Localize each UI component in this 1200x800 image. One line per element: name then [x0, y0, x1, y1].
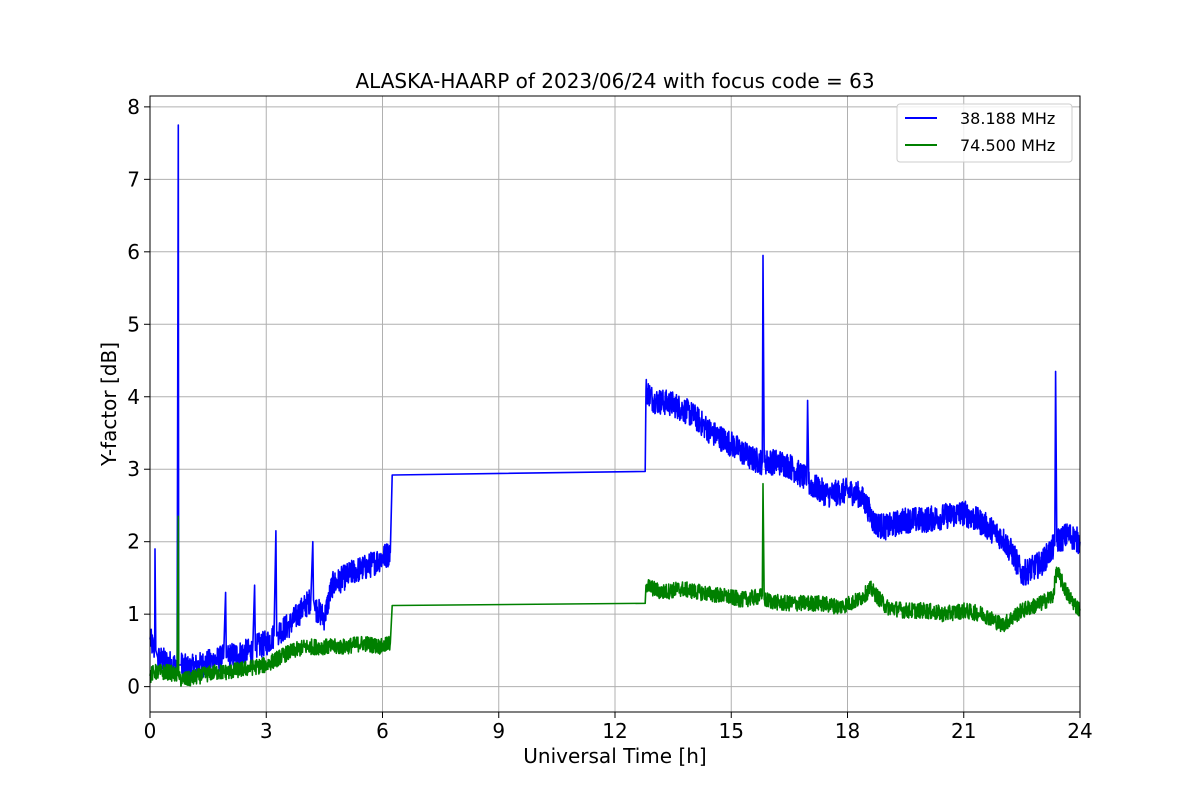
y-tick-label: 5	[127, 312, 140, 336]
y-tick-label: 7	[127, 167, 140, 191]
y-tick-label: 1	[127, 602, 140, 626]
x-tick-label: 9	[492, 719, 505, 743]
x-tick-label: 18	[835, 719, 860, 743]
legend: 38.188 MHz 74.500 MHz	[896, 103, 1073, 163]
series-layer	[149, 124, 1081, 687]
y-axis-label: Y-factor [dB]	[97, 342, 121, 467]
legend-label-38mhz: 38.188 MHz	[960, 109, 1055, 128]
x-tick-label: 21	[951, 719, 976, 743]
series-line-1	[149, 482, 1081, 687]
series-line-0	[149, 124, 1081, 682]
x-tick-label: 0	[144, 719, 157, 743]
y-tick-label: 8	[127, 95, 140, 119]
x-tick-label: 15	[719, 719, 744, 743]
legend-label-74mhz: 74.500 MHz	[960, 136, 1055, 155]
y-tick-label: 2	[127, 530, 140, 554]
x-axis: 0 3 6 9 12 15 18 21 24	[144, 712, 1093, 743]
x-axis-label: Universal Time [h]	[523, 744, 706, 768]
x-tick-label: 24	[1067, 719, 1092, 743]
y-tick-label: 3	[127, 457, 140, 481]
chart-title: ALASKA-HAARP of 2023/06/24 with focus co…	[355, 69, 874, 93]
x-tick-label: 6	[376, 719, 389, 743]
y-tick-label: 4	[127, 385, 140, 409]
y-axis: 0 1 2 3 4 5 6 7 8	[127, 95, 150, 699]
legend-box	[896, 103, 1073, 163]
x-tick-label: 12	[602, 719, 627, 743]
x-tick-label: 3	[260, 719, 273, 743]
y-tick-label: 6	[127, 240, 140, 264]
y-tick-label: 0	[127, 675, 140, 699]
